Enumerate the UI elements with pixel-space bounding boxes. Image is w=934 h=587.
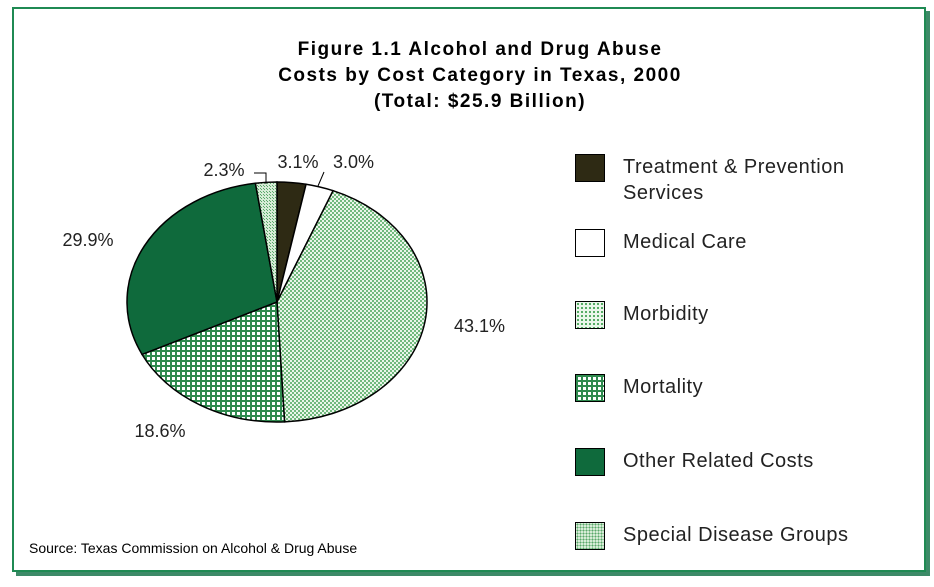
pie-slice-other-related xyxy=(126,182,278,356)
legend-label-special-disease: Special Disease Groups xyxy=(623,522,849,548)
legend-label-treatment: Treatment & Prevention Services xyxy=(623,154,844,206)
pie-slice-morbidity xyxy=(276,189,428,423)
data-label-mortality: 18.6% xyxy=(134,421,185,441)
leader-line-medical-care xyxy=(317,171,325,187)
legend-swatch-treatment xyxy=(575,154,605,182)
legend-label-line: Services xyxy=(623,182,704,204)
leader-line-special-disease xyxy=(254,172,267,184)
chart-title-line-3: (Total: $25.9 Billion) xyxy=(373,91,587,112)
legend-label-line: Special Disease Groups xyxy=(623,524,849,546)
data-label-medical-care: 3.0% xyxy=(333,152,374,172)
chart-title: Figure 1.1 Alcohol and Drug Abuse Costs … xyxy=(200,37,760,115)
chart-title-line-2: Costs by Cost Category in Texas, 2000 xyxy=(278,65,682,86)
legend-label-line: Treatment & Prevention xyxy=(623,156,845,178)
pie-slice-mortality xyxy=(140,300,286,423)
data-label-morbidity: 43.1% xyxy=(454,316,505,336)
chart-title-line-1: Figure 1.1 Alcohol and Drug Abuse xyxy=(297,39,663,60)
source-note: Source: Texas Commission on Alcohol & Dr… xyxy=(29,540,358,556)
legend-label-medical-care: Medical Care xyxy=(623,229,747,255)
data-label-special-disease: 2.3% xyxy=(203,160,244,180)
legend-label-morbidity: Morbidity xyxy=(623,301,709,327)
data-label-treatment: 3.1% xyxy=(277,152,318,172)
legend-swatch-morbidity xyxy=(575,301,605,329)
data-label-other-related: 29.9% xyxy=(62,230,113,250)
legend-swatch-special-disease xyxy=(575,522,605,550)
legend-label-line: Medical Care xyxy=(623,231,747,253)
legend-label-line: Other Related Costs xyxy=(623,450,814,472)
legend-swatch-medical-care xyxy=(575,229,605,257)
legend-swatch-other-related xyxy=(575,448,605,476)
legend-label-line: Morbidity xyxy=(623,303,709,325)
legend-label-mortality: Mortality xyxy=(623,374,703,400)
legend-swatch-mortality xyxy=(575,374,605,402)
legend-label-line: Mortality xyxy=(623,376,704,398)
legend-label-other-related: Other Related Costs xyxy=(623,448,814,474)
